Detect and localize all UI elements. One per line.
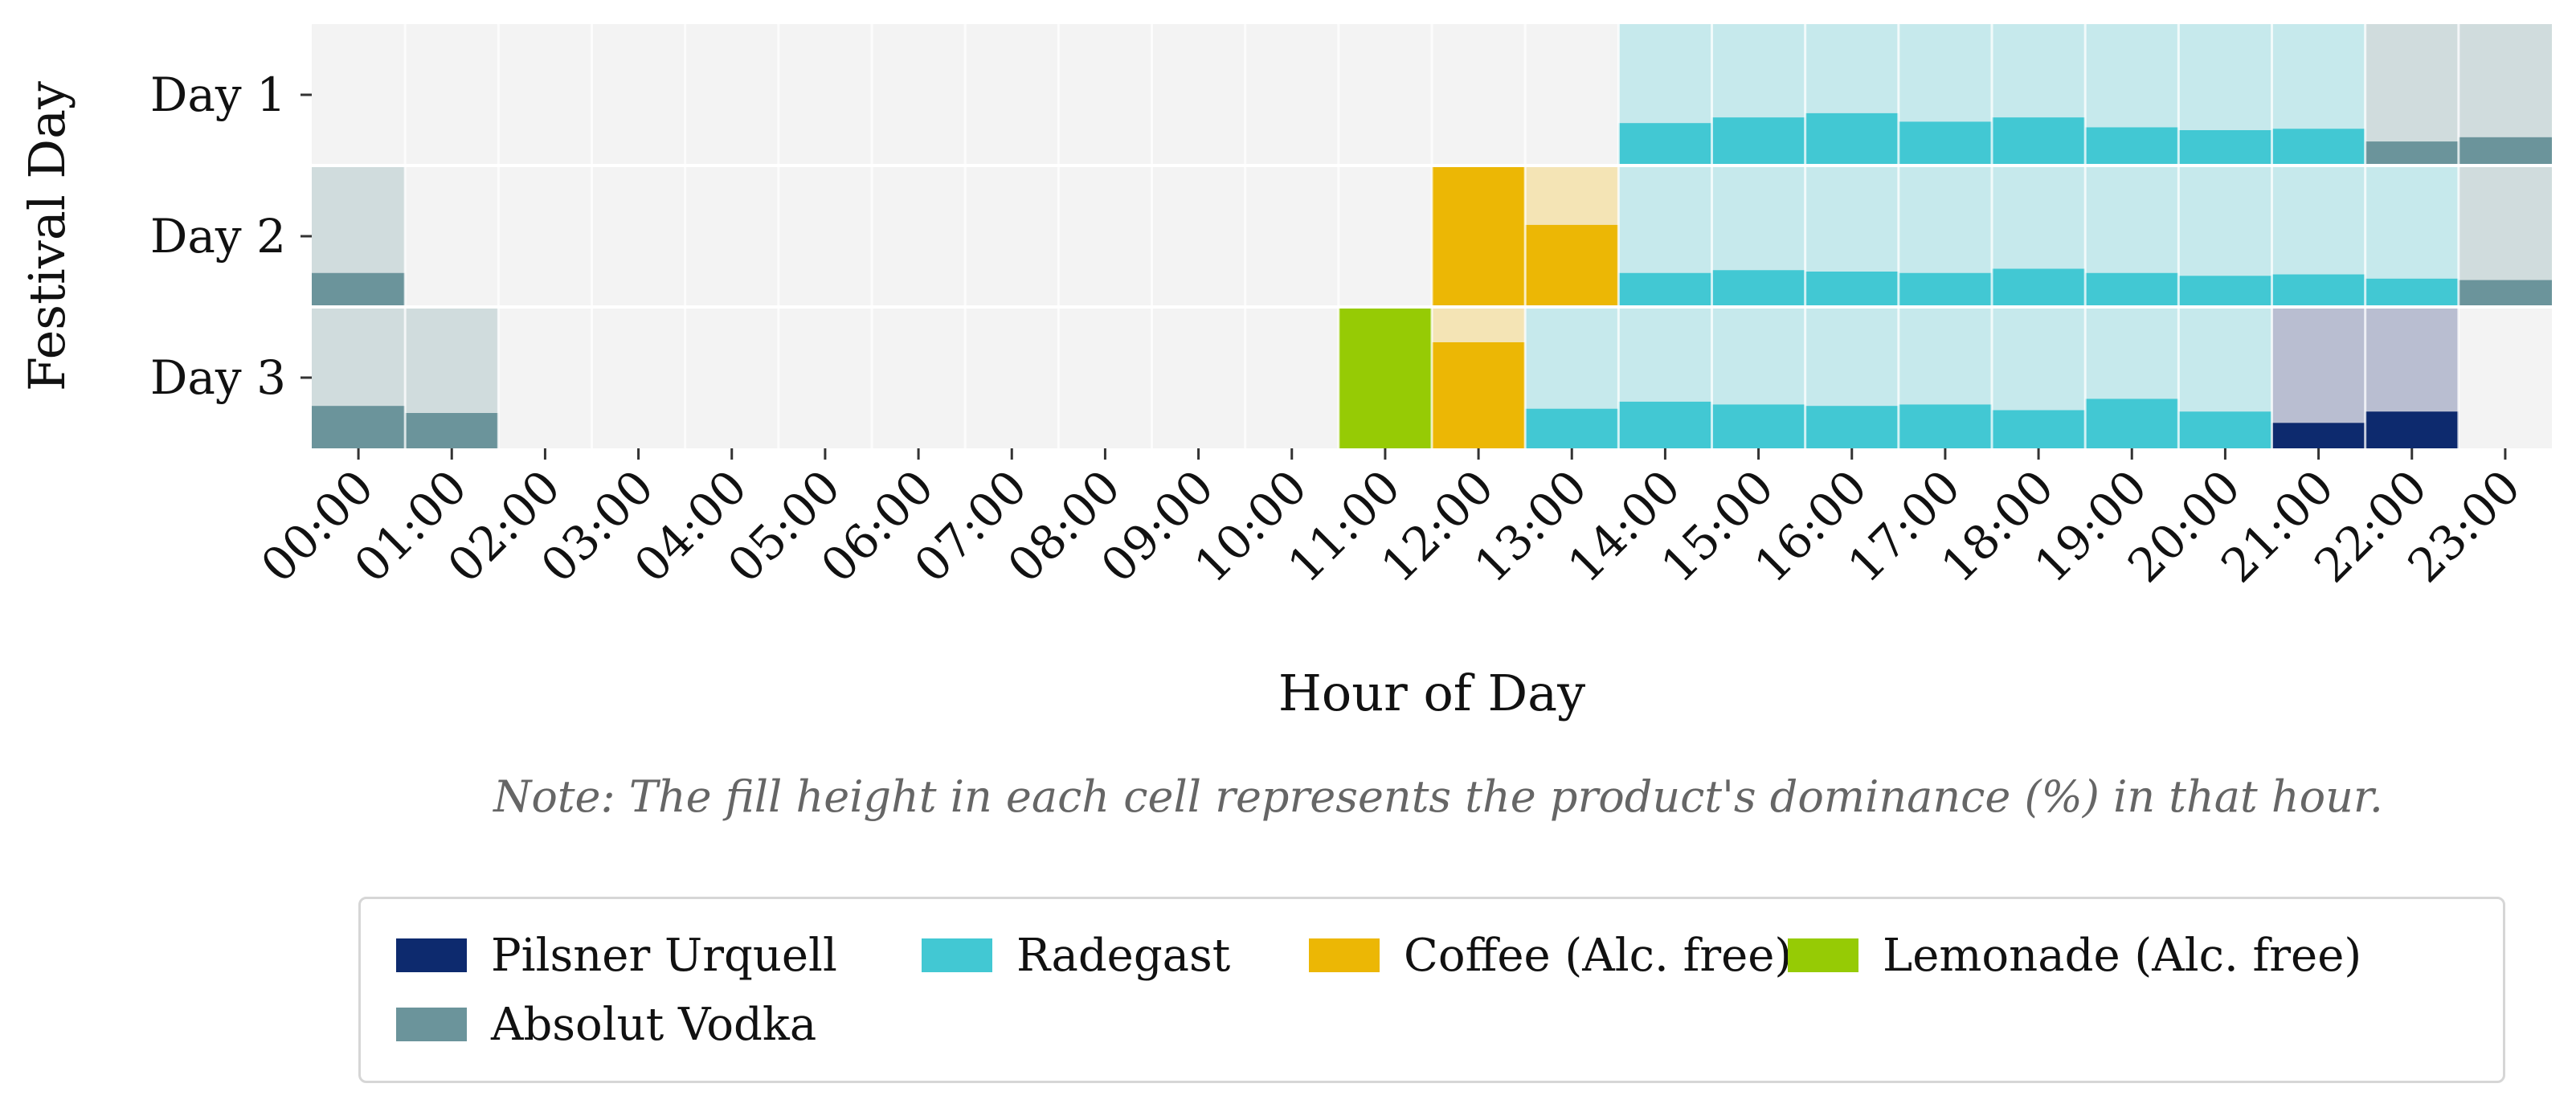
legend-item: Absolut Vodka [396,998,817,1051]
cell-fill-day-3-1600 [1805,406,1899,448]
legend-swatch [922,938,992,972]
cell-fill-day-3-1300 [1525,408,1619,448]
cell-fill-day-2-2000 [2178,276,2272,307]
cell-fill-day-3-2000 [2178,411,2272,448]
cell-fill-day-3-1500 [1711,404,1805,448]
cell-fill-day-1-1600 [1805,112,1899,166]
legend-label: Pilsner Urquell [491,929,837,982]
y-axis-title: Festival Day [18,81,76,391]
cell-fill-day-2-2300 [2458,280,2552,307]
legend: Pilsner Urquell Radegast Coffee (Alc. free… [358,897,2505,1083]
cell-fill-day-1-2000 [2178,130,2272,166]
legend-item: Radegast [922,929,1231,982]
cell-fill-day-1-1900 [2085,127,2179,166]
x-axis-title: Hour of Day [1278,664,1585,722]
cell-fill-day-1-2100 [2271,129,2365,166]
cell-fill-day-1-1500 [1711,117,1805,166]
legend-item: Coffee (Alc. free) [1309,929,1793,982]
y-tick-label: Day 2 [150,209,286,264]
y-tick-label: Day 1 [150,67,286,122]
legend-swatch [1309,938,1380,972]
cell-fill-day-1-1800 [1992,117,2086,166]
cell-fill-day-1-1700 [1898,121,1992,166]
cell-fill-day-3-1100 [1338,307,1432,448]
cell-fill-day-2-2100 [2271,274,2365,307]
legend-item: Pilsner Urquell [396,929,837,982]
cell-fill-day-1-2200 [2365,141,2459,166]
legend-swatch [396,1008,467,1041]
cell-fill-day-2-1300 [1525,224,1619,307]
y-tick-label: Day 3 [150,350,286,405]
cell-fill-day-2-1900 [2085,272,2179,307]
cell-fill-day-3-0100 [405,413,499,448]
cell-fill-day-3-2200 [2365,411,2459,448]
cell-fill-day-2-1500 [1711,270,1805,307]
cell-fill-day-2-1200 [1432,166,1526,307]
legend-swatch [396,938,467,972]
legend-swatch [1788,938,1858,972]
cell-fill-day-1-1400 [1618,123,1712,166]
cell-fill-day-3-2100 [2271,423,2365,448]
cell-fill-day-3-0000 [312,406,406,448]
cell-fill-day-2-1600 [1805,272,1899,307]
cell-fill-day-2-1800 [1992,268,2086,307]
cell-fill-day-3-1800 [1992,410,2086,448]
legend-item: Lemonade (Alc. free) [1788,929,2362,982]
legend-label: Coffee (Alc. free) [1404,929,1793,982]
legend-label: Lemonade (Alc. free) [1883,929,2362,982]
x-ticks-layer: 00:0001:0002:0003:0004:0005:0006:0007:00… [251,448,2531,593]
cell-fill-day-2-2200 [2365,278,2459,307]
cell-fill-day-2-0000 [312,272,406,307]
cell-fill-day-2-1400 [1618,272,1712,307]
chart-note: Note: The fill height in each cell repre… [493,771,2383,822]
cell-fill-day-3-1200 [1432,342,1526,448]
cell-fill-day-3-1400 [1618,401,1712,448]
cell-fill-day-3-1900 [2085,399,2179,448]
y-ticks-layer: Day 1 Day 2 Day 3 [150,67,312,405]
grid-layer [312,24,2552,448]
legend-label: Absolut Vodka [491,998,817,1051]
legend-label: Radegast [1016,929,1231,982]
cell-fill-day-3-1700 [1898,404,1992,448]
cell-fill-day-2-1700 [1898,272,1992,307]
cell-fill-day-1-2300 [2458,137,2552,166]
cells-layer [312,24,2552,448]
